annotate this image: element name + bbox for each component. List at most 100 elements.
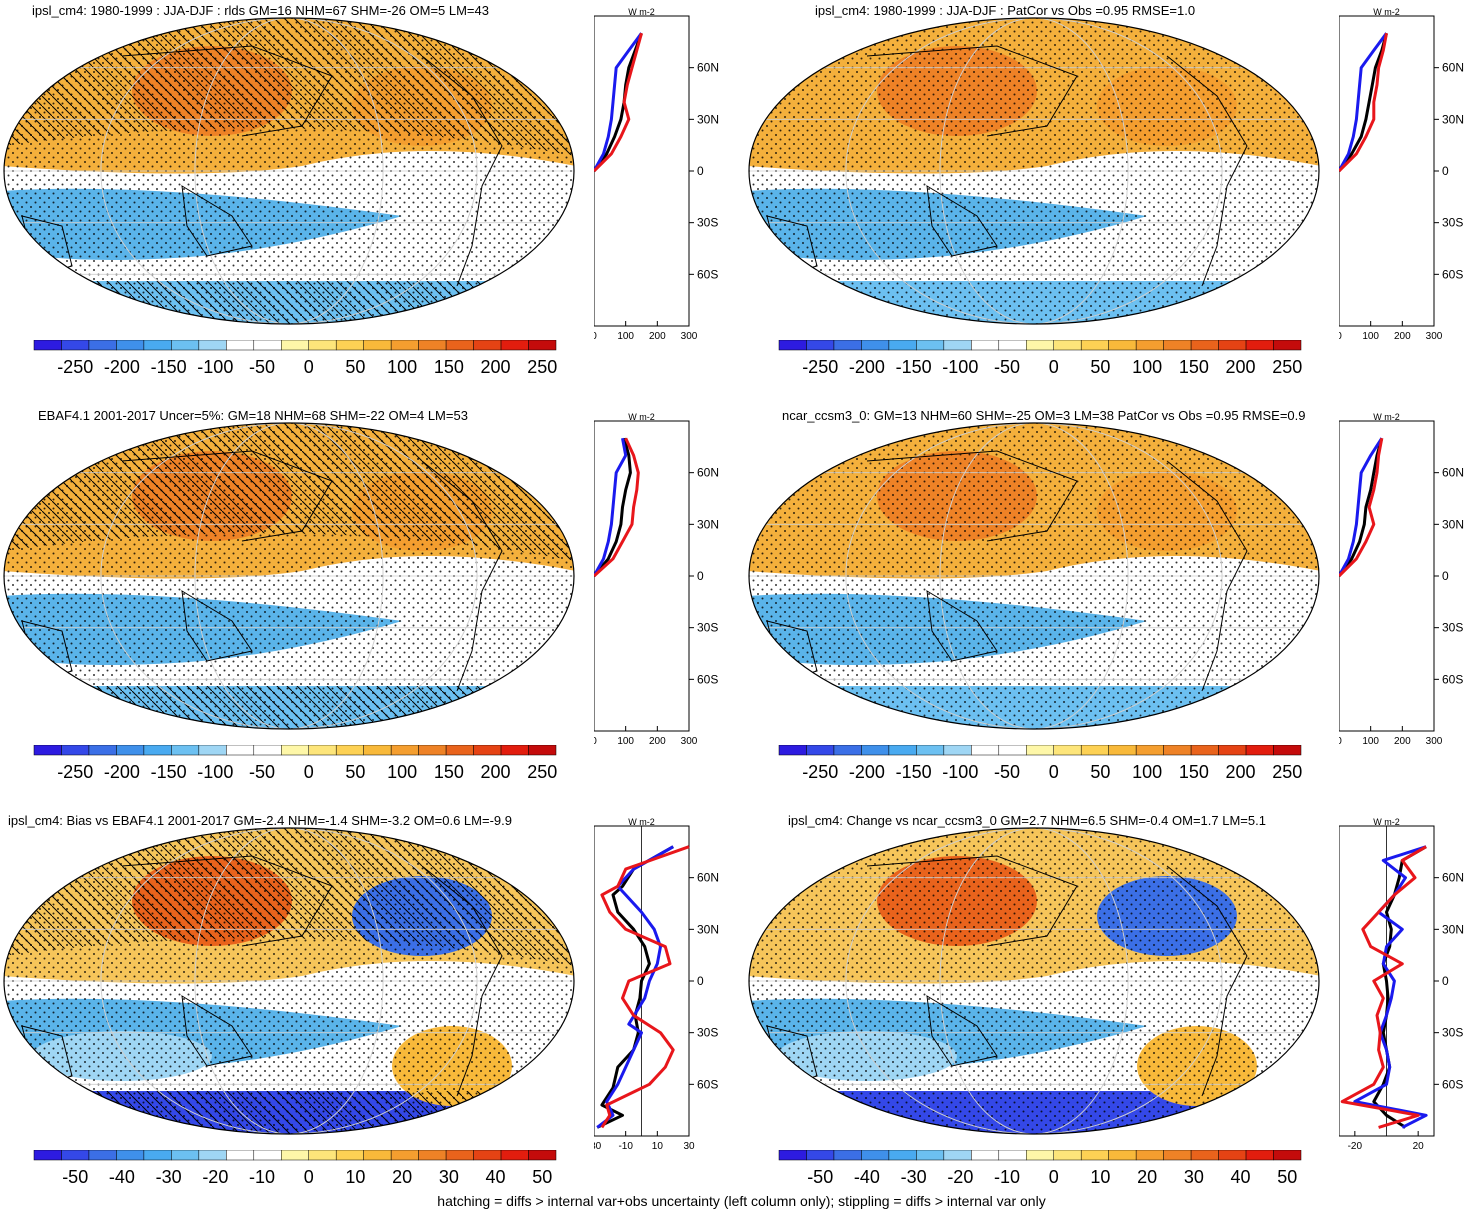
lat-label: 60N (697, 61, 719, 75)
colorbar-label: 150 (434, 762, 464, 782)
profile-frame (1339, 15, 1435, 327)
colorbar-label: 0 (1049, 357, 1059, 377)
colorbar-swatch (916, 745, 945, 756)
colorbar-label: 0 (304, 762, 314, 782)
series-blue (1353, 845, 1428, 1129)
lat-label: 30N (697, 517, 719, 531)
lat-label: 30N (1442, 517, 1464, 531)
colorbar-label: 0 (1049, 762, 1059, 782)
x-tick-label: 200 (649, 736, 666, 747)
lat-label: 0 (1442, 569, 1449, 583)
colorbar: -250 -200 -150 -100 -50 0 50 100 150 200 250 (778, 340, 1302, 377)
colorbar-label: 100 (387, 762, 417, 782)
colorbar-label: 50 (345, 762, 365, 782)
colorbar-label: -40 (854, 1167, 880, 1187)
colorbar-swatch (1080, 340, 1109, 351)
x-tick-label: 300 (681, 331, 698, 342)
colorbar-swatch (61, 1150, 90, 1161)
colorbar-label: 40 (486, 1167, 506, 1187)
colorbar-swatch (1273, 340, 1302, 351)
series-blue (1339, 437, 1384, 577)
graticule-lon (845, 18, 1223, 324)
colorbar-label: -50 (807, 1167, 833, 1187)
colorbar-swatch (363, 340, 392, 351)
colorbar-swatch (445, 745, 474, 756)
graticule-lon (100, 423, 478, 729)
series-blue (594, 32, 643, 172)
colorbar-label: 0 (1049, 1167, 1059, 1187)
colorbar-swatch (88, 340, 117, 351)
colorbar-swatch (253, 340, 282, 351)
lat-label: 60N (1442, 871, 1464, 885)
coastlines (21, 855, 503, 1097)
colorbar-label: -250 (802, 762, 838, 782)
colorbar-label: -50 (62, 1167, 88, 1187)
lat-label: 0 (1442, 974, 1449, 988)
colorbar-swatch (1218, 340, 1247, 351)
colorbar-swatch (806, 340, 835, 351)
x-tick-label: 300 (681, 736, 698, 747)
colorbar-label: 30 (1184, 1167, 1204, 1187)
colorbar-swatch (971, 745, 1000, 756)
units-label: W m-2 (1373, 818, 1400, 827)
colorbar-swatch (1135, 1150, 1164, 1161)
colorbar-label: 20 (1137, 1167, 1157, 1187)
graticule-lon (194, 828, 384, 1134)
colorbar-swatch (143, 340, 172, 351)
lat-label: 30N (697, 922, 719, 936)
coastlines (766, 45, 1248, 287)
colorbar-label: -20 (202, 1167, 228, 1187)
colorbar-label: 200 (1226, 762, 1256, 782)
colorbar-swatch (143, 1150, 172, 1161)
hatching (4, 18, 574, 156)
colorbar-label: -250 (57, 762, 93, 782)
colorbar-swatch (1218, 745, 1247, 756)
colorbar-swatch (335, 745, 364, 756)
x-tick-label: 0 (1339, 736, 1342, 747)
colorbar-swatch (418, 1150, 447, 1161)
map-robinson (3, 827, 575, 1135)
colorbar-swatch (116, 745, 145, 756)
colorbar-swatch (1190, 745, 1219, 756)
colorbar-label: 50 (345, 357, 365, 377)
x-tick-label: -30 (594, 1141, 602, 1152)
colorbar-label: 150 (434, 357, 464, 377)
colorbar-swatch (473, 745, 502, 756)
map-border (3, 17, 575, 325)
panel-title: ncar_ccsm3_0: GM=13 NHM=60 SHM=-25 OM=3 … (782, 408, 1306, 423)
colorbar-swatch (1163, 340, 1192, 351)
panel-title: EBAF4.1 2001-2017 Uncer=5%: GM=18 NHM=68… (38, 408, 468, 423)
x-tick-label: 200 (649, 331, 666, 342)
colorbar-label: -150 (151, 357, 187, 377)
colorbar-swatch (1053, 745, 1082, 756)
colorbar-swatch (418, 340, 447, 351)
colorbar-label: 100 (1132, 357, 1162, 377)
graticule-lon (939, 423, 1129, 729)
panel-title: ipsl_cm4: 1980-1999 : JJA-DJF : PatCor v… (815, 3, 1196, 18)
coastlines (766, 855, 1248, 1097)
colorbar-swatch (335, 1150, 364, 1161)
colorbar-label: -100 (197, 357, 233, 377)
lat-label: 30S (1442, 216, 1463, 230)
hatching-south (4, 1091, 574, 1134)
lat-label: 60S (697, 1077, 718, 1091)
map-robinson (3, 17, 575, 325)
lat-label: 30S (1442, 1026, 1463, 1040)
panel-title: ipsl_cm4: Bias vs EBAF4.1 2001-2017 GM=-… (8, 813, 512, 828)
colorbar-label: -50 (249, 762, 275, 782)
map-robinson (748, 422, 1320, 730)
colorbar-swatch (778, 340, 807, 351)
colorbar-swatch (1053, 340, 1082, 351)
lat-label: 30N (697, 112, 719, 126)
colorbar-swatch (253, 1150, 282, 1161)
lat-label: 30N (1442, 112, 1464, 126)
lat-label: 30S (1442, 621, 1463, 635)
colorbar-swatch (390, 745, 419, 756)
panel-3: EBAF4.1 2001-2017 Uncer=5%: GM=18 NHM=68… (0, 405, 740, 790)
graticule-lon (939, 18, 1129, 324)
zonal-profile: 0 100 200 300 W m-2 60N 30N 0 30S 60S (1339, 8, 1464, 342)
lat-label: 60N (697, 871, 719, 885)
colorbar-swatch (528, 1150, 557, 1161)
panel-title: ipsl_cm4: 1980-1999 : JJA-DJF : rlds GM=… (32, 3, 489, 18)
colorbar-swatch (281, 340, 309, 351)
